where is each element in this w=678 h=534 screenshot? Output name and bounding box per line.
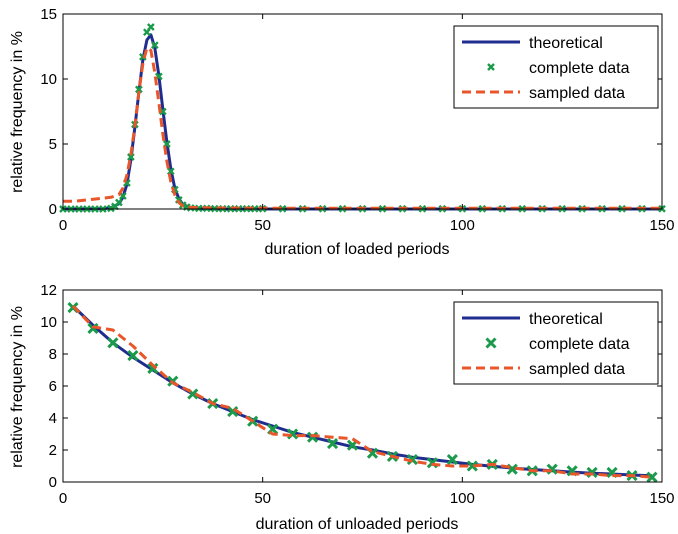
- data-point: [326, 438, 339, 450]
- legend-box: [453, 25, 659, 109]
- data-point: [466, 460, 478, 472]
- data-point: [287, 428, 299, 440]
- y-tick-label: 0: [49, 474, 57, 491]
- data-point: [166, 167, 175, 176]
- data-point: [446, 454, 458, 466]
- y-tick-label: 8: [49, 346, 57, 363]
- x-tick-label: 150: [649, 490, 674, 507]
- data-point: [115, 198, 123, 207]
- legend-marker: [487, 63, 495, 71]
- x-tick-label: 0: [59, 490, 67, 507]
- x-axis-label: duration of loaded periods: [264, 241, 449, 258]
- data-point: [646, 471, 658, 483]
- data-point: [127, 350, 139, 362]
- x-tick-label: 150: [649, 217, 674, 234]
- y-tick-label: 10: [40, 71, 57, 88]
- data-point: [107, 204, 115, 213]
- legend: theoretical complete data sampled data: [453, 301, 659, 385]
- legend: theoretical complete data sampled data: [453, 25, 659, 109]
- x-axis-label: duration of unloaded periods: [256, 516, 459, 533]
- y-axis-label: relative frequency in %: [9, 31, 26, 193]
- legend-label: complete data: [529, 60, 630, 77]
- legend-box: [453, 301, 659, 385]
- data-point: [107, 337, 119, 349]
- x-tick-label: 50: [254, 217, 271, 234]
- data-point: [135, 85, 143, 94]
- series-sampled-data: [63, 46, 662, 210]
- y-tick-label: 4: [49, 410, 57, 427]
- legend-label: complete data: [529, 336, 630, 353]
- y-tick-label: 12: [40, 282, 57, 299]
- y-tick-label: 6: [49, 378, 57, 395]
- x-tick-label: 100: [450, 490, 475, 507]
- legend-label: theoretical: [529, 35, 603, 52]
- data-point: [150, 41, 159, 50]
- y-tick-label: 10: [40, 314, 57, 331]
- legend-label: sampled data: [529, 361, 625, 378]
- plot-area-frame: [62, 13, 663, 210]
- x-tick-label: 100: [450, 217, 475, 234]
- series-line: [63, 46, 662, 210]
- chart-loaded-periods: relative frequency in % duration of load…: [9, 6, 675, 258]
- data-point: [147, 23, 155, 31]
- y-axis-label: relative frequency in %: [9, 306, 26, 468]
- x-tick-label: 50: [254, 490, 271, 507]
- data-point: [87, 322, 99, 334]
- chart-unloaded-periods: relative frequency in % duration of unlo…: [9, 282, 675, 533]
- y-tick-label: 5: [49, 136, 57, 153]
- y-tick-label: 0: [49, 201, 57, 218]
- y-tick-label: 2: [49, 442, 57, 459]
- data-point: [406, 454, 418, 466]
- x-tick-label: 0: [59, 217, 67, 234]
- data-point: [307, 431, 319, 443]
- data-point: [127, 153, 135, 161]
- data-point: [147, 362, 159, 374]
- y-tick-label: 15: [40, 6, 57, 23]
- legend-marker: [485, 337, 497, 349]
- legend-label: theoretical: [529, 311, 603, 328]
- legend-label: sampled data: [529, 85, 625, 102]
